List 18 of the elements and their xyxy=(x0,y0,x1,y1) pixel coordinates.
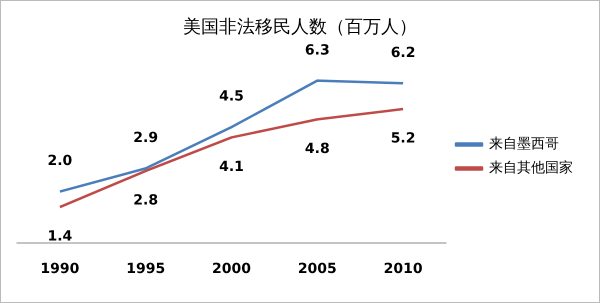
data-label: 2.9 xyxy=(133,130,158,146)
chart-title: 美国非法移民人数（百万人） xyxy=(183,16,417,38)
x-tick-label: 2010 xyxy=(384,261,423,278)
legend-label: 来自其他国家 xyxy=(489,160,573,176)
data-label: 4.1 xyxy=(219,159,244,176)
x-tick-label: 2000 xyxy=(212,261,252,278)
legend-label: 来自墨西哥 xyxy=(489,136,559,152)
x-tick-label: 1990 xyxy=(40,261,80,278)
data-label: 5.2 xyxy=(390,130,416,147)
data-label: 4.5 xyxy=(219,88,244,105)
data-label: 2.0 xyxy=(47,153,73,170)
x-tick-label: 2005 xyxy=(298,261,337,278)
data-label: 6.2 xyxy=(390,44,416,61)
data-label: 4.8 xyxy=(304,141,330,157)
data-label: 6.3 xyxy=(304,42,330,58)
x-tick-label: 1995 xyxy=(126,261,166,278)
data-label: 2.8 xyxy=(133,192,158,209)
data-label: 1.4 xyxy=(47,228,73,245)
